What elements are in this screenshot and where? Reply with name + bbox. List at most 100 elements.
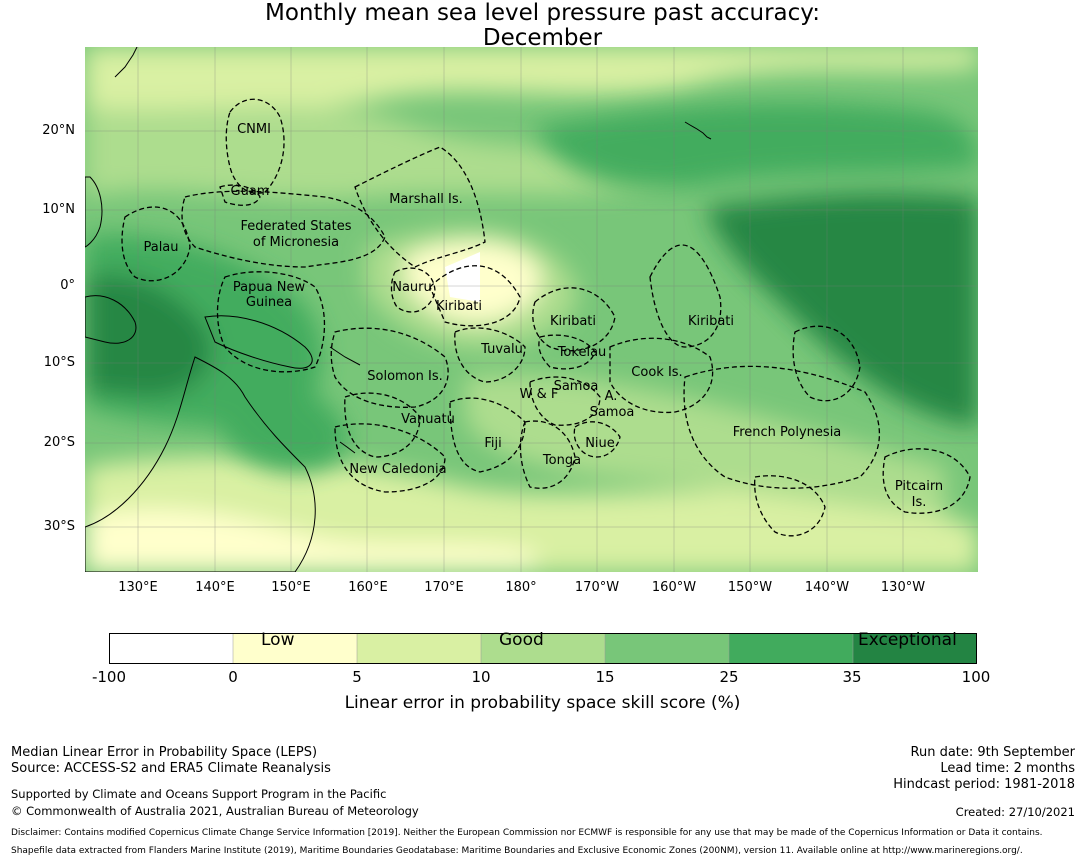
region-label: Tokelau [557, 345, 607, 360]
colorbar-segment [728, 633, 854, 664]
region-label: CNMI [237, 122, 271, 137]
eez-new-caledonia [334, 423, 446, 493]
eez-niue [573, 421, 621, 458]
colorbar-segment [356, 633, 482, 664]
colorbar-segment [232, 633, 358, 664]
lat-label-0: 0° [60, 278, 75, 293]
australia-coast [85, 356, 316, 572]
footer-hindcast: Hindcast period: 1981-2018 [893, 777, 1075, 792]
japan-coast [114, 47, 138, 78]
lon-label: 150°W [727, 580, 773, 595]
eez-png [216, 271, 326, 373]
skill-zone-exceptional-west [85, 274, 212, 397]
colorbar-label: Linear error in probability space skill … [344, 693, 741, 713]
footer-shapefile-credit: Shapefile data extracted from Flanders M… [11, 846, 1023, 856]
colorbar-tick: 100 [961, 668, 991, 686]
region-label: Kiribati [688, 314, 734, 329]
footer-run-date: Run date: 9th September [910, 745, 1075, 760]
eez-tuvalu [454, 327, 526, 383]
colorbar-word-good: Good [499, 630, 544, 650]
lat-label-20n: 20°N [42, 123, 75, 138]
colorbar-tick: 0 [228, 668, 238, 686]
region-label: Samoa [554, 379, 599, 394]
colorbar-tick: 25 [719, 668, 739, 686]
eez-pitcairn [882, 448, 971, 514]
gridlines [85, 47, 978, 572]
region-labels: CNMI Guam Marshall Is. Federated States … [143, 122, 943, 510]
region-label: Marshall Is. [389, 192, 463, 207]
maritime-continent-coast [85, 295, 137, 344]
footer-lead-time: Lead time: 2 months [940, 761, 1075, 776]
lon-label: 130°W [880, 580, 926, 595]
region-label: Kiribati [550, 314, 596, 329]
lat-label-20s: 20°S [43, 435, 75, 450]
colorbar-tick: 35 [842, 668, 862, 686]
eez-french-polynesia [683, 365, 881, 489]
solomon-coast [329, 346, 361, 366]
colorbar [109, 633, 977, 664]
region-label: Nauru [392, 280, 432, 295]
region-label: Cook Is. [631, 365, 682, 380]
philippines-coast [85, 176, 103, 248]
lon-label: 180° [505, 580, 537, 595]
region-label: Palau [143, 240, 178, 255]
colorbar-segment [604, 633, 730, 664]
region-label: A. [605, 389, 618, 404]
skill-zone-good-north [85, 105, 685, 200]
region-label: Tonga [542, 453, 581, 468]
eez-marshall [354, 146, 486, 268]
lon-label: 160°W [651, 580, 697, 595]
region-label: Samoa [590, 405, 635, 420]
eez-palau [121, 206, 191, 282]
colorbar-word-low: Low [261, 630, 295, 650]
eez-boundaries [121, 98, 971, 537]
region-label: Fiji [484, 436, 501, 451]
colorbar-tick: 10 [471, 668, 491, 686]
eez-kiribati-line [649, 244, 722, 348]
footer-copyright: © Commonwealth of Australia 2021, Austra… [11, 804, 419, 818]
eez-kiribati-phoenix [532, 287, 616, 352]
skill-zone-high-north [535, 103, 978, 189]
eez-nauru [390, 267, 436, 313]
colorbar-tick: 15 [595, 668, 615, 686]
region-label: Solomon Is. [367, 369, 443, 384]
skill-zone-high-sw [215, 374, 347, 473]
eez-tonga [519, 420, 576, 489]
colorbar-tick: -100 [91, 668, 127, 686]
lon-label: 140°E [195, 580, 235, 595]
new-caledonia-coast [339, 441, 356, 454]
region-label: Papua New [233, 280, 306, 295]
footer-support: Supported by Climate and Oceans Support … [11, 787, 387, 801]
region-label: Tuvalu [480, 342, 523, 357]
skill-zone-central-south [465, 374, 945, 517]
region-label: Vanuatu [401, 412, 455, 427]
lon-label: 170°W [574, 580, 620, 595]
region-label: of Micronesia [253, 235, 339, 250]
hawaii-coast [684, 121, 712, 140]
new-guinea-coast [204, 315, 313, 369]
eez-fiji [449, 397, 526, 473]
footer-source: Source: ACCESS-S2 and ERA5 Climate Reana… [11, 761, 331, 776]
colorbar-word-exceptional: Exceptional [858, 630, 957, 650]
region-label: Guinea [246, 295, 292, 310]
footer-created: Created: 27/10/2021 [955, 805, 1075, 819]
eez-micronesia [181, 190, 386, 268]
region-label: W & F [520, 387, 559, 402]
eez-kiribati-gilbert [429, 265, 521, 327]
eez-samoa [529, 376, 601, 426]
region-label: New Caledonia [349, 462, 446, 477]
lon-label: 130°E [118, 580, 158, 595]
eez-french-polynesia-east [792, 325, 861, 402]
eez-tokelau [538, 334, 596, 370]
region-label: French Polynesia [733, 425, 842, 440]
colorbar-segment [109, 633, 234, 664]
eez-cook [609, 337, 714, 414]
lon-label: 150°E [271, 580, 311, 595]
lon-label: 140°W [804, 580, 850, 595]
footer-disclaimer: Disclaimer: Contains modified Copernicus… [11, 828, 1043, 838]
eez-tonga-south [754, 475, 826, 537]
region-label: Is. [912, 495, 927, 510]
eez-solomon [330, 327, 449, 408]
region-label: Pitcairn [895, 479, 943, 494]
region-label: Niue [585, 436, 615, 451]
